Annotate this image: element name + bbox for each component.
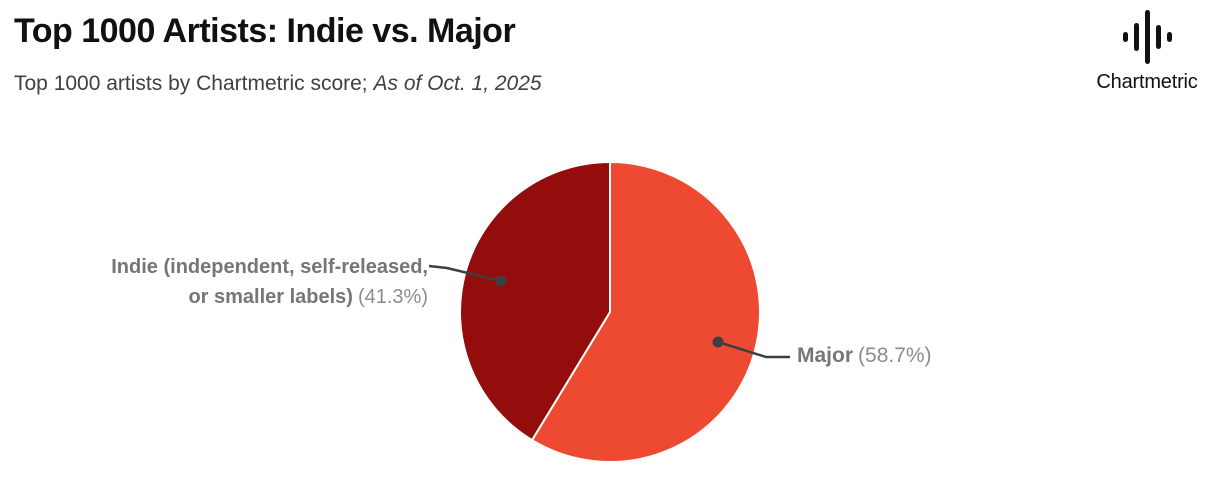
indie-label-line2: or smaller labels) [188, 286, 353, 308]
major-label: Major [797, 344, 854, 367]
chartmetric-logo-text: Chartmetric [1096, 71, 1198, 93]
chartmetric-waveform-icon [1082, 8, 1212, 66]
indie-pct: (41.3%) [357, 286, 428, 308]
major-anchor-dot [712, 336, 724, 348]
label-indie: Indie (independent, self-released, or sm… [111, 252, 428, 312]
indie-leader-line [428, 264, 502, 283]
subtitle-regular: Top 1000 artists by Chartmetric score; [14, 72, 374, 95]
major-leader-line [717, 340, 790, 359]
page-title: Top 1000 Artists: Indie vs. Major [14, 12, 516, 50]
chartmetric-logo: Chartmetric [1082, 8, 1212, 94]
major-pct: (58.7%) [858, 344, 932, 367]
label-major: Major (58.7%) [797, 344, 932, 368]
indie-label-line1: Indie (independent, self-released, [111, 256, 428, 278]
indie-anchor-dot [495, 275, 507, 287]
subtitle-italic: As of Oct. 1, 2025 [373, 72, 542, 95]
page-subtitle: Top 1000 artists by Chartmetric score; A… [14, 72, 542, 96]
